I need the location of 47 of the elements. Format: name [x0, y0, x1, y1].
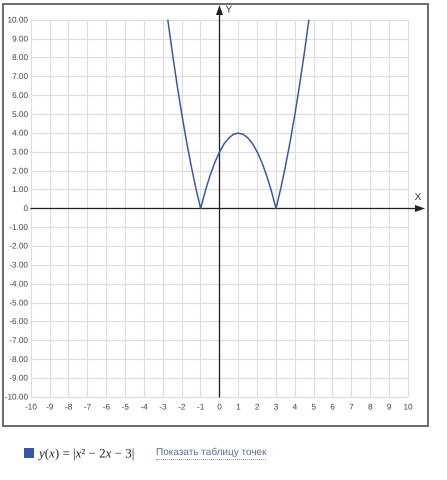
y-tick-label: 4.00	[12, 128, 28, 138]
x-tick-label: -4	[140, 402, 148, 412]
y-tick-label: 3.00	[12, 147, 28, 156]
x-tick-label: -9	[46, 402, 54, 412]
y-tick-label: 2.00	[12, 166, 28, 176]
x-tick-label: -3	[159, 402, 168, 412]
y-tick-label: -3.00	[9, 260, 28, 270]
y-tick-label: -10.00	[4, 392, 28, 402]
x-tick-label: 6	[330, 402, 336, 412]
x-tick-label: 2	[254, 402, 260, 412]
y-tick-label: -9.00	[9, 374, 28, 383]
y-tick-label: 0	[23, 204, 28, 213]
x-tick-label: 4	[292, 402, 298, 412]
x-tick-label: 0	[217, 402, 222, 412]
x-tick-label: 5	[311, 402, 316, 412]
y-tick-label: -2.00	[9, 242, 28, 251]
y-tick-label: -7.00	[9, 336, 28, 345]
y-tick-label: 8.00	[12, 53, 28, 62]
legend-label: y(x) = |x² − 2x − 3|	[37, 446, 134, 460]
y-tick-label: 5.00	[12, 110, 28, 119]
y-tick-label: -6.00	[9, 317, 28, 326]
x-tick-label: 8	[368, 402, 374, 412]
x-tick-label: 10	[403, 402, 413, 412]
x-tick-label: -8	[65, 402, 73, 412]
x-tick-label: 1	[236, 402, 242, 412]
y-tick-label: 9.00	[12, 34, 28, 44]
x-tick-label: -10	[25, 402, 38, 412]
x-tick-label: -6	[102, 402, 110, 412]
x-tick-label: 9	[386, 402, 392, 412]
y-tick-label: 7.00	[12, 72, 28, 82]
line-series	[167, 19, 310, 210]
x-tick-label: 7	[349, 402, 354, 412]
y-tick-label: -5.00	[9, 298, 28, 308]
y-tick-label: 10.00	[8, 16, 28, 24]
x-axis-title: X	[414, 192, 422, 203]
x-tick-label: -5	[122, 402, 130, 412]
text: Показать таблицу точек	[156, 447, 266, 460]
y-axis-title: Y	[226, 4, 232, 16]
y-tick-label: 1.00	[12, 185, 28, 194]
x-tick-label: -7	[84, 402, 92, 412]
y-tick-label: -4.00	[9, 279, 28, 288]
x-tick-label: 3	[274, 402, 279, 412]
x-tick-label: -2	[178, 402, 186, 412]
x-tick-label: -1	[197, 402, 205, 412]
y-tick-label: -8.00	[9, 354, 28, 364]
y-tick-label: -1.00	[9, 222, 28, 232]
y-tick-label: 6.00	[12, 90, 28, 100]
